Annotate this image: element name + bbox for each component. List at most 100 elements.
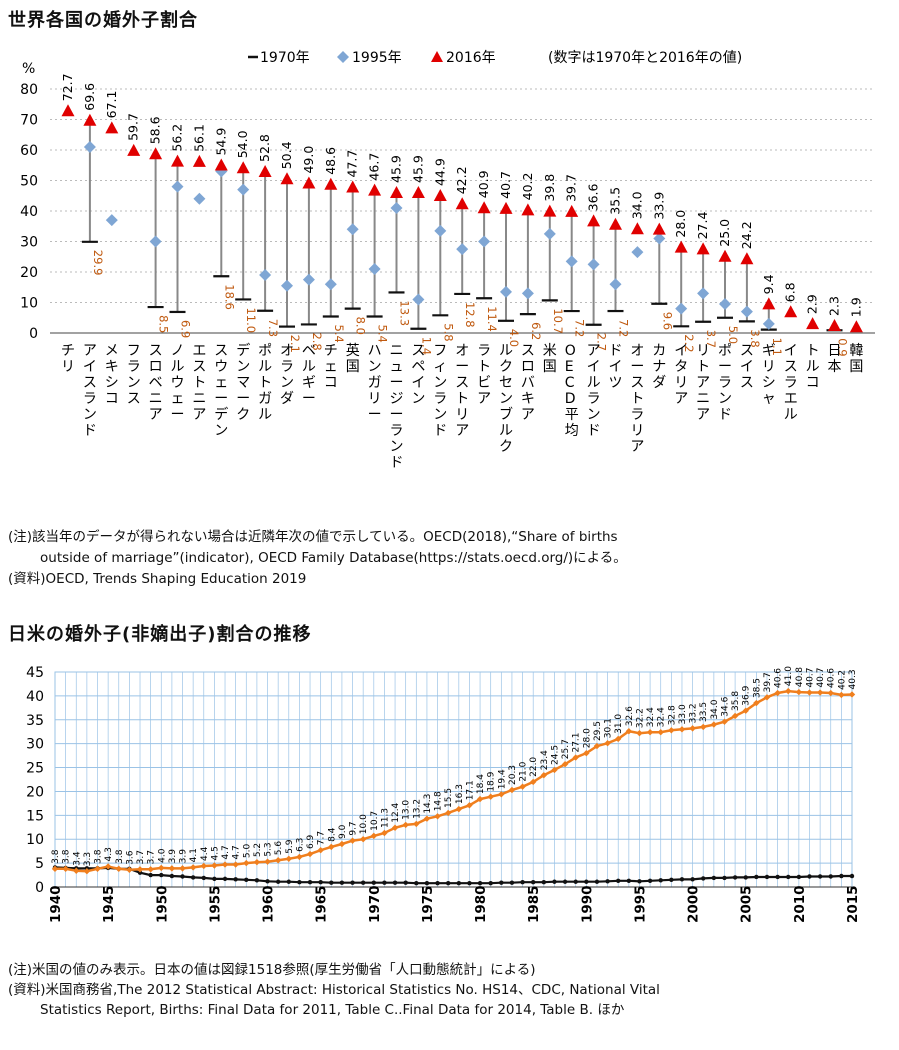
data-label-us: 33.5	[699, 702, 709, 722]
point-us	[200, 862, 207, 870]
category-char: リ	[368, 391, 382, 407]
category-char: ス	[411, 343, 425, 359]
value-label-2016: 27.4	[695, 212, 710, 240]
y-tick-label: 30	[26, 737, 44, 753]
point-us	[296, 853, 303, 861]
value-label-1970: 5.8	[441, 323, 455, 341]
point-japan	[531, 880, 536, 885]
point-us	[583, 750, 590, 757]
value-label-2016: 59.7	[126, 113, 141, 141]
marker-2016	[280, 172, 294, 185]
point-us	[232, 861, 239, 868]
category-char: ル	[258, 407, 272, 423]
marker-2016	[214, 158, 228, 171]
marker-1995	[237, 183, 250, 196]
value-label-2016: 2.9	[805, 294, 820, 314]
data-label-us: 33.2	[689, 703, 699, 723]
category-char: ラ	[83, 391, 97, 407]
country-group: 0.9 2.3 日本	[826, 296, 850, 375]
category-label: スペイン	[411, 343, 425, 407]
category-char: デ	[214, 406, 228, 423]
marker-1995	[740, 305, 753, 318]
category-char: ド	[390, 455, 404, 471]
point-us	[572, 754, 579, 761]
value-label-1970: 7.2	[573, 319, 587, 337]
point-us	[838, 691, 845, 699]
point-japan	[286, 879, 291, 884]
point-japan	[732, 875, 738, 880]
data-label-us: 8.4	[327, 827, 337, 842]
category-char: ロ	[149, 359, 163, 375]
point-japan	[414, 880, 419, 886]
point-japan	[605, 879, 610, 884]
y-tick-label: 20	[26, 784, 44, 800]
marker-1995	[149, 235, 162, 248]
category-label: ポルトガル	[258, 343, 272, 423]
category-char: ン	[214, 423, 228, 439]
point-japan	[754, 874, 759, 880]
point-us	[540, 772, 548, 779]
category-char: ー	[390, 375, 404, 391]
category-label: 韓国	[849, 343, 863, 375]
point-us	[243, 859, 250, 867]
category-char: フ	[127, 343, 141, 359]
data-label-us: 11.3	[380, 808, 390, 828]
point-japan	[445, 880, 451, 886]
point-us	[94, 865, 101, 873]
country-group: 5.4 46.7 ハンガリー	[366, 153, 390, 423]
value-label-1970: 7.3	[266, 319, 280, 337]
value-label-2016: 40.9	[476, 170, 491, 198]
category-char: ニ	[390, 343, 404, 359]
y-tick-label: 5	[35, 856, 44, 872]
marker-1995	[565, 255, 578, 268]
value-label-2016: 25.0	[717, 219, 732, 247]
category-char: オ	[455, 343, 469, 359]
marker-1995	[302, 273, 315, 286]
data-label-us: 12.4	[391, 802, 401, 822]
category-char: シ	[105, 375, 119, 391]
category-char: ア	[455, 423, 469, 439]
value-label-2016: 2.3	[827, 296, 842, 316]
point-japan	[796, 874, 802, 880]
point-japan	[350, 880, 355, 885]
category-char: マ	[236, 375, 250, 391]
category-char: ー	[302, 391, 316, 407]
category-char: チ	[61, 343, 75, 359]
point-us	[306, 850, 314, 858]
point-us	[211, 862, 218, 869]
category-char: コ	[324, 375, 338, 391]
country-group: 9.6 33.9 カナダ	[651, 192, 674, 391]
value-label-2016: 6.8	[783, 282, 798, 302]
point-us	[338, 840, 346, 848]
point-japan	[137, 870, 143, 875]
data-label-us: 32.2	[635, 708, 645, 728]
category-char: ー	[171, 407, 185, 423]
marker-2016	[433, 189, 447, 202]
point-japan	[839, 873, 844, 879]
value-label-2016: 28.0	[673, 210, 688, 238]
country-group: 1.1 9.4 ギリシャ	[760, 274, 784, 407]
point-us	[402, 821, 409, 829]
marker-1995	[631, 246, 644, 259]
point-us	[349, 837, 356, 844]
y-tick-label: 15	[26, 808, 44, 824]
category-char: ル	[258, 359, 272, 375]
value-label-2016: 39.8	[542, 174, 557, 202]
category-char: ジ	[390, 391, 404, 407]
marker-2016	[346, 180, 360, 193]
category-char: ペ	[411, 359, 425, 375]
marker-2016	[696, 242, 710, 255]
y-tick-label: 50	[20, 174, 38, 190]
data-label-us: 40.3	[848, 669, 858, 689]
point-japan	[573, 879, 578, 884]
category-char: ス	[740, 375, 754, 391]
value-label-1970: 8.5	[157, 315, 171, 333]
value-label-1970: 2.2	[682, 334, 696, 352]
country-group: 3.8 24.2 スイス	[738, 221, 762, 391]
marker-1995	[259, 269, 272, 282]
category-char: ル	[499, 423, 513, 439]
category-char: ル	[171, 359, 185, 375]
category-char: ラ	[477, 343, 491, 359]
category-char: イ	[674, 343, 688, 359]
